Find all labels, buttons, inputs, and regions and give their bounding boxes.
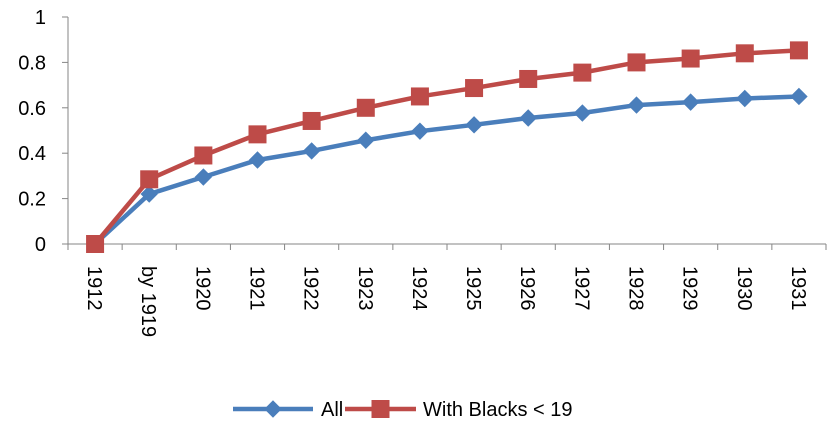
y-tick-label: 1 — [35, 7, 46, 29]
data-point-diamond — [140, 185, 158, 203]
y-tick-label: 0.4 — [18, 143, 46, 165]
data-point-diamond — [519, 109, 537, 127]
x-tick-label: 1925 — [462, 266, 484, 311]
data-point-square — [789, 41, 808, 60]
legend: All With Blacks < 19 — [233, 399, 573, 421]
legend-label: With Blacks < 19 — [423, 399, 573, 421]
data-point-square — [356, 98, 375, 117]
y-tick-label: 0.8 — [18, 52, 46, 74]
y-tick-label: 0.6 — [18, 98, 46, 120]
data-point-square — [194, 146, 213, 165]
x-tick-label: by 1919 — [137, 266, 159, 337]
y-tick-label: 0.2 — [18, 189, 46, 211]
legend-item: With Blacks < 19 — [345, 399, 573, 421]
data-point-square — [302, 111, 321, 130]
x-tick-label: 1922 — [300, 266, 322, 311]
data-point-square — [627, 53, 646, 72]
data-point-diamond — [627, 96, 646, 114]
data-point-diamond — [248, 151, 267, 169]
data-point-diamond — [411, 122, 429, 140]
series-1 — [86, 41, 808, 253]
series-0 — [86, 87, 808, 253]
data-point-diamond — [790, 87, 808, 106]
data-point-square — [681, 49, 700, 68]
data-point-square — [410, 87, 429, 106]
data-point-square — [140, 170, 159, 189]
data-point-square — [465, 79, 484, 98]
x-tick-label: 1929 — [679, 266, 701, 311]
data-point-diamond — [736, 89, 754, 108]
data-point-square — [248, 125, 267, 144]
data-point-diamond — [465, 116, 483, 134]
series-line — [93, 94, 800, 246]
x-tick-label: 1931 — [787, 266, 809, 311]
x-tick-label: 1930 — [733, 266, 755, 311]
data-point-diamond — [681, 93, 700, 111]
data-point-square — [86, 235, 105, 253]
x-tick-label: 1923 — [354, 266, 376, 311]
axes: 0 0.2 0.4 0.6 0.8 1 1912 by 1919 1920 1921 1922 192… — [18, 7, 827, 337]
data-point-square — [573, 63, 592, 82]
legend-item: All — [233, 399, 343, 421]
data-point-diamond — [573, 104, 592, 122]
legend-marker — [371, 400, 390, 418]
x-tick-label: 1921 — [246, 266, 268, 311]
legend-label: All — [321, 399, 343, 421]
x-tick-label: 1920 — [191, 266, 213, 311]
legend-marker — [264, 400, 282, 418]
series-layer — [86, 41, 808, 253]
data-point-diamond — [357, 131, 375, 149]
data-point-square — [735, 44, 754, 63]
series-line — [93, 48, 800, 246]
x-tick-label: 1912 — [83, 266, 105, 311]
x-tick-label: 1926 — [516, 266, 538, 311]
data-point-diamond — [302, 142, 321, 160]
y-tick-label: 0 — [35, 234, 46, 256]
data-point-diamond — [194, 168, 213, 186]
x-tick-label: 1927 — [570, 266, 592, 311]
x-tick-label: 1924 — [408, 266, 430, 311]
x-tick-label: 1928 — [625, 266, 647, 311]
data-point-square — [519, 69, 538, 88]
